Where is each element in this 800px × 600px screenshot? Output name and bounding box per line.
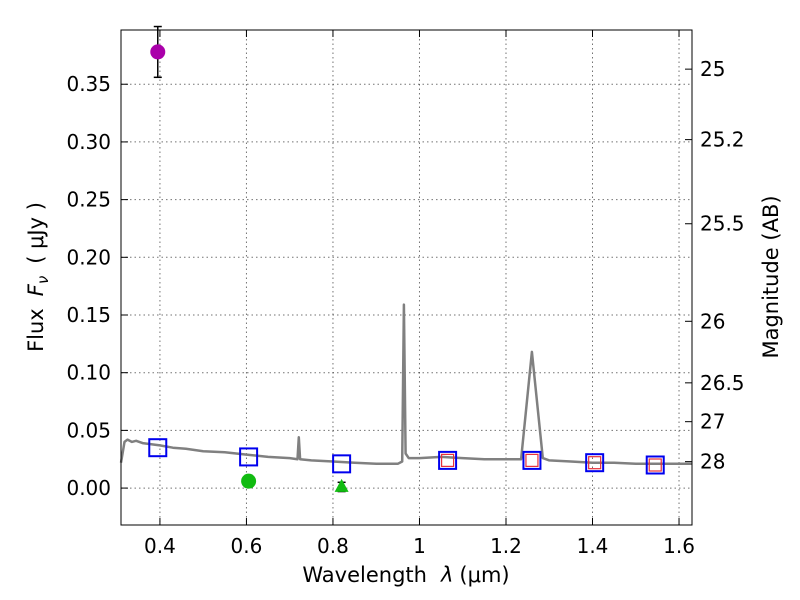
detection-marker — [150, 44, 166, 60]
model-photometry-marker — [645, 455, 665, 475]
magnitude-tick-label: 26 — [700, 309, 725, 333]
y-tick-label: 0.20 — [66, 245, 111, 269]
y-axis-label: FluxFν( μJy ) — [24, 202, 52, 352]
sed-model-line — [119, 303, 692, 466]
x-tick-label: 0.8 — [317, 534, 349, 558]
hst-photometry-marker — [588, 456, 602, 470]
grid — [121, 30, 692, 525]
y-tick-label: 0.15 — [66, 303, 111, 327]
model-photometry-marker — [585, 453, 605, 473]
upper-limit-marker — [334, 478, 349, 492]
y-tick-label: 0.35 — [66, 72, 111, 96]
magnitude-tick-label: 25.2 — [700, 128, 745, 152]
y-tick-label: 0.25 — [66, 188, 111, 212]
y2-axis-label: Magnitude (AB) — [759, 195, 783, 358]
magnitude-tick-label: 28 — [700, 450, 725, 474]
y-axis-ticks: 0.00 0.05 0.10 0.15 0.20 0.25 0.30 0.35 — [66, 72, 128, 500]
magnitude-tick-label: 25.5 — [700, 212, 745, 236]
magnitude-tick-label: 26.5 — [700, 371, 745, 395]
x-tick-label: 1.2 — [490, 534, 522, 558]
x-tick-label: 1 — [413, 534, 426, 558]
magnitude-tick-label: 27 — [700, 410, 725, 434]
y-tick-label: 0.05 — [66, 418, 111, 442]
hst-photometry-marker — [525, 453, 539, 467]
model-photometry-marker — [332, 454, 352, 474]
x-tick-label: 1.4 — [577, 534, 609, 558]
x-axis-ticks: 0.4 0.6 0.8 1 1.2 1.4 1.6 — [144, 30, 695, 558]
x-tick-label: 0.4 — [144, 534, 176, 558]
model-photometry-marker — [522, 450, 542, 470]
model-photometry-marker — [438, 450, 458, 470]
model-photometry-marker — [239, 447, 259, 467]
model-photometry-marker — [148, 438, 168, 458]
y-tick-label: 0.00 — [66, 476, 111, 500]
y-tick-label: 0.30 — [66, 130, 111, 154]
magnitude-axis-ticks: 25 25.2 25.5 26 26.5 27 28 — [685, 57, 745, 474]
magnitude-tick-label: 25 — [700, 57, 725, 81]
data-markers — [148, 25, 665, 493]
y-tick-label: 0.10 — [66, 361, 111, 385]
x-tick-label: 1.6 — [663, 534, 695, 558]
hst-photometry-marker — [440, 453, 455, 467]
x-tick-label: 0.6 — [231, 534, 263, 558]
hst-photometry-marker — [648, 458, 662, 472]
plot-frame — [120, 29, 693, 526]
detection-marker — [241, 473, 257, 489]
x-axis-label: Wavelength λ (μm) — [302, 563, 509, 587]
